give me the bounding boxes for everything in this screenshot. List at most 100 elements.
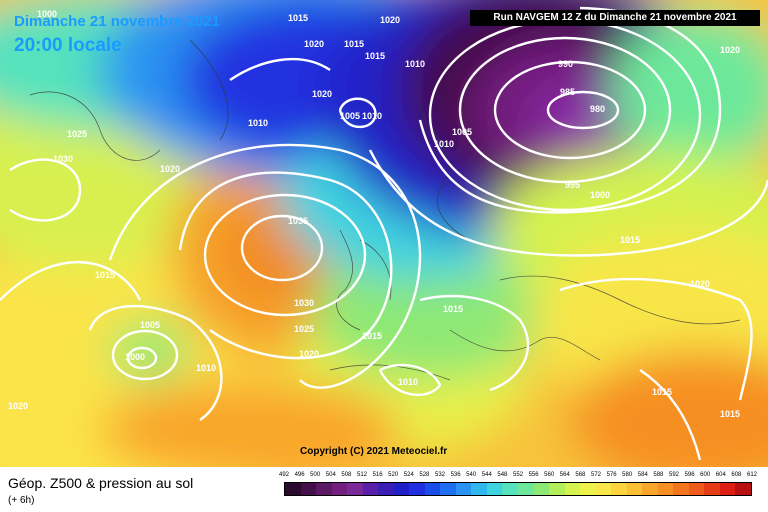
scale-swatch xyxy=(362,483,379,495)
scale-swatch xyxy=(611,483,627,495)
coastlines xyxy=(29,39,741,381)
pressure-label: 1010 xyxy=(196,363,217,373)
pressure-label: 1035 xyxy=(288,216,309,226)
pressure-label: 985 xyxy=(560,87,576,97)
scale-swatch xyxy=(735,483,751,495)
pressure-label: 980 xyxy=(590,104,606,114)
pressure-label: 1000 xyxy=(590,190,611,200)
scale-tick-label: 544 xyxy=(481,472,492,478)
pressure-label: 1020 xyxy=(720,45,741,55)
isobar-1015-east xyxy=(639,369,702,461)
isobar-990 xyxy=(458,36,672,184)
pressure-label: 995 xyxy=(565,180,581,190)
scale-swatch xyxy=(471,483,487,495)
scale-swatch xyxy=(378,483,394,495)
scale-swatch xyxy=(486,483,503,495)
scale-swatch xyxy=(642,483,658,495)
pressure-label: 1015 xyxy=(344,39,365,49)
isobar-1010-med xyxy=(378,363,442,397)
scale-tick-label: 516 xyxy=(372,472,383,478)
run-banner: Run NAVGEM 12 Z du Dimanche 21 novembre … xyxy=(470,10,760,26)
footer-subtitle: (+ 6h) xyxy=(8,495,35,506)
scale-swatch xyxy=(673,483,689,495)
isobar-1015-west xyxy=(0,261,142,301)
scale-tick-label: 520 xyxy=(388,472,399,478)
scale-swatch xyxy=(440,483,456,495)
isobar-1025 xyxy=(178,171,393,360)
pressure-label: 1020 xyxy=(8,401,29,411)
pressure-label: 1020 xyxy=(380,15,401,25)
scale-ticks: 492 496 500 504 508 512 516 520 524 528 532 536 540 5… xyxy=(279,472,757,482)
isobar-1030 xyxy=(203,193,367,317)
scale-tick-label: 608 xyxy=(731,472,742,478)
isobar-985 xyxy=(493,60,647,160)
pressure-label: 1010 xyxy=(405,59,426,69)
pressure-label: 1015 xyxy=(652,387,673,397)
scale-swatch xyxy=(424,483,441,495)
map-canvas xyxy=(0,0,768,467)
isobar-1000 xyxy=(418,6,722,214)
scale-swatch xyxy=(657,483,674,495)
pressure-label: 1020 xyxy=(299,349,320,359)
pressure-label: 1005 xyxy=(340,111,361,121)
scale-swatch xyxy=(331,483,348,495)
scale-tick-label: 556 xyxy=(528,472,539,478)
copyright-text: Copyright (C) 2021 Meteociel.fr xyxy=(300,446,448,457)
pressure-label: 1010 xyxy=(248,118,269,128)
scale-bar xyxy=(284,482,752,496)
pressure-label: 1000 xyxy=(37,9,58,19)
scale-tick-label: 548 xyxy=(497,472,508,478)
scale-tick-label: 584 xyxy=(637,472,648,478)
scale-tick-label: 552 xyxy=(512,472,524,478)
pressure-label: 1020 xyxy=(690,279,711,289)
scale-tick-label: 540 xyxy=(466,472,477,478)
footer-title: Géop. Z500 & pression au sol xyxy=(8,475,194,491)
forecast-date: Dimanche 21 novembre 2021 xyxy=(14,13,220,30)
scale-tick-label: 568 xyxy=(575,472,586,478)
scale-swatch xyxy=(549,483,565,495)
scale-tick-label: 524 xyxy=(403,472,414,478)
isobar-1015-north xyxy=(229,57,331,81)
forecast-time: 20:00 locale xyxy=(14,35,122,56)
isobar-1005 xyxy=(368,149,768,257)
pressure-label: 1020 xyxy=(160,164,181,174)
scale-tick-label: 580 xyxy=(622,472,633,478)
scale-swatch xyxy=(347,483,363,495)
pressure-label: 1015 xyxy=(720,409,741,419)
scale-tick-label: 592 xyxy=(668,472,680,478)
pressure-label: 1000 xyxy=(125,352,146,362)
isobar-1020-east xyxy=(559,277,753,401)
scale-swatch xyxy=(704,483,720,495)
isobar-1035 xyxy=(240,214,324,282)
pressure-label: 1010 xyxy=(362,111,383,121)
scale-tick-label: 596 xyxy=(684,472,695,478)
scale-tick-label: 564 xyxy=(559,472,570,478)
scale-tick-label: 604 xyxy=(715,472,726,478)
scale-tick-label: 576 xyxy=(606,472,617,478)
isobar-1010-atlantic xyxy=(88,304,223,421)
pressure-label: 1025 xyxy=(67,129,88,139)
isobar-1000-atlantic xyxy=(126,346,158,370)
scale-swatch xyxy=(502,483,518,495)
scale-swatch xyxy=(688,483,705,495)
scale-swatch xyxy=(626,483,643,495)
pressure-label: 1030 xyxy=(53,154,74,164)
isobar-1015-europe xyxy=(419,294,530,392)
isobar-1000-small xyxy=(338,97,377,129)
scale-tick-label: 512 xyxy=(356,472,368,478)
scale-swatch xyxy=(580,483,596,495)
scale-swatch xyxy=(564,483,581,495)
pressure-label: 1010 xyxy=(434,139,455,149)
scale-swatch xyxy=(300,483,317,495)
scale-swatch xyxy=(285,483,301,495)
scale-tick-label: 504 xyxy=(325,472,336,478)
pressure-label: 1025 xyxy=(294,324,315,334)
isobar-1020 xyxy=(108,143,422,389)
scale-swatch xyxy=(409,483,425,495)
isobar-1005-atlantic xyxy=(111,329,179,381)
pressure-label: 1015 xyxy=(95,270,116,280)
scale-tick-label: 532 xyxy=(434,472,446,478)
pressure-label: 1015 xyxy=(443,304,464,314)
pressure-label: 1030 xyxy=(294,298,315,308)
scale-tick-label: 600 xyxy=(700,472,711,478)
